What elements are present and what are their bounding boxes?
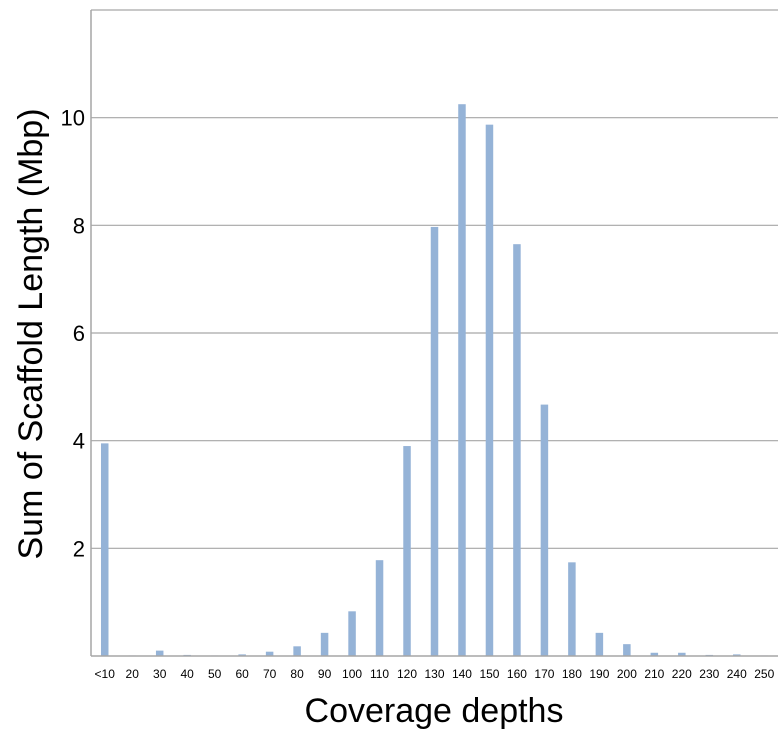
bar bbox=[568, 562, 576, 656]
x-tick-label: 20 bbox=[126, 667, 140, 681]
x-tick-label: 230 bbox=[699, 667, 719, 681]
bar bbox=[293, 646, 301, 656]
bar bbox=[485, 124, 494, 657]
axes bbox=[90, 10, 778, 657]
x-tick-label: 50 bbox=[208, 667, 222, 681]
bars bbox=[100, 104, 769, 657]
x-tick-label: 210 bbox=[644, 667, 664, 681]
x-tick-label: 150 bbox=[479, 667, 499, 681]
x-tick-label: 60 bbox=[235, 667, 249, 681]
bar bbox=[155, 650, 164, 656]
bar bbox=[403, 446, 411, 656]
bar bbox=[678, 652, 686, 656]
x-tick-label: 30 bbox=[153, 667, 167, 681]
x-tick-label: 250 bbox=[754, 667, 774, 681]
x-tick-label: 190 bbox=[589, 667, 609, 681]
bar bbox=[265, 651, 274, 656]
bar bbox=[348, 611, 356, 656]
bar bbox=[733, 654, 741, 656]
bar bbox=[458, 104, 466, 657]
bar bbox=[238, 654, 246, 656]
x-tick-label: 180 bbox=[562, 667, 582, 681]
y-tick-label: 6 bbox=[73, 321, 85, 346]
y-tick-label: 2 bbox=[73, 536, 85, 561]
x-tick-label: 110 bbox=[370, 667, 389, 681]
bar bbox=[595, 632, 604, 656]
x-tick-label: 40 bbox=[181, 667, 195, 681]
bar bbox=[375, 560, 384, 656]
x-tick-label: 220 bbox=[672, 667, 692, 681]
bar bbox=[430, 226, 439, 656]
x-tick-label: 170 bbox=[534, 667, 554, 681]
x-tick-label: 200 bbox=[617, 667, 637, 681]
x-tick-labels: <10 20 30 40 50 60 70 80 90 100 110 120 130 140 150 160… bbox=[95, 667, 775, 681]
bar bbox=[320, 632, 329, 656]
y-axis-title: Sum of Scaffold Length (Mbp) bbox=[12, 108, 50, 559]
bar bbox=[623, 644, 631, 656]
x-tick-label: 80 bbox=[290, 667, 304, 681]
y-tick-labels: 2 4 6 8 10 bbox=[61, 106, 85, 562]
x-tick-label: 100 bbox=[342, 667, 362, 681]
bar bbox=[650, 652, 659, 656]
x-tick-label: 240 bbox=[727, 667, 747, 681]
x-tick-label: 160 bbox=[507, 667, 527, 681]
bar bbox=[540, 404, 549, 656]
bar bbox=[100, 443, 109, 656]
x-tick-label: 120 bbox=[397, 667, 417, 681]
y-tick-label: 4 bbox=[73, 429, 85, 454]
x-tick-label: <10 bbox=[95, 667, 116, 681]
y-tick-label: 8 bbox=[73, 213, 85, 238]
x-axis-title: Coverage depths bbox=[305, 692, 564, 729]
x-tick-label: 130 bbox=[424, 667, 444, 681]
x-tick-label: 140 bbox=[452, 667, 472, 681]
x-tick-label: 70 bbox=[263, 667, 277, 681]
x-tick-label: 90 bbox=[318, 667, 332, 681]
y-tick-label: 10 bbox=[61, 106, 85, 131]
bar bbox=[513, 244, 521, 657]
